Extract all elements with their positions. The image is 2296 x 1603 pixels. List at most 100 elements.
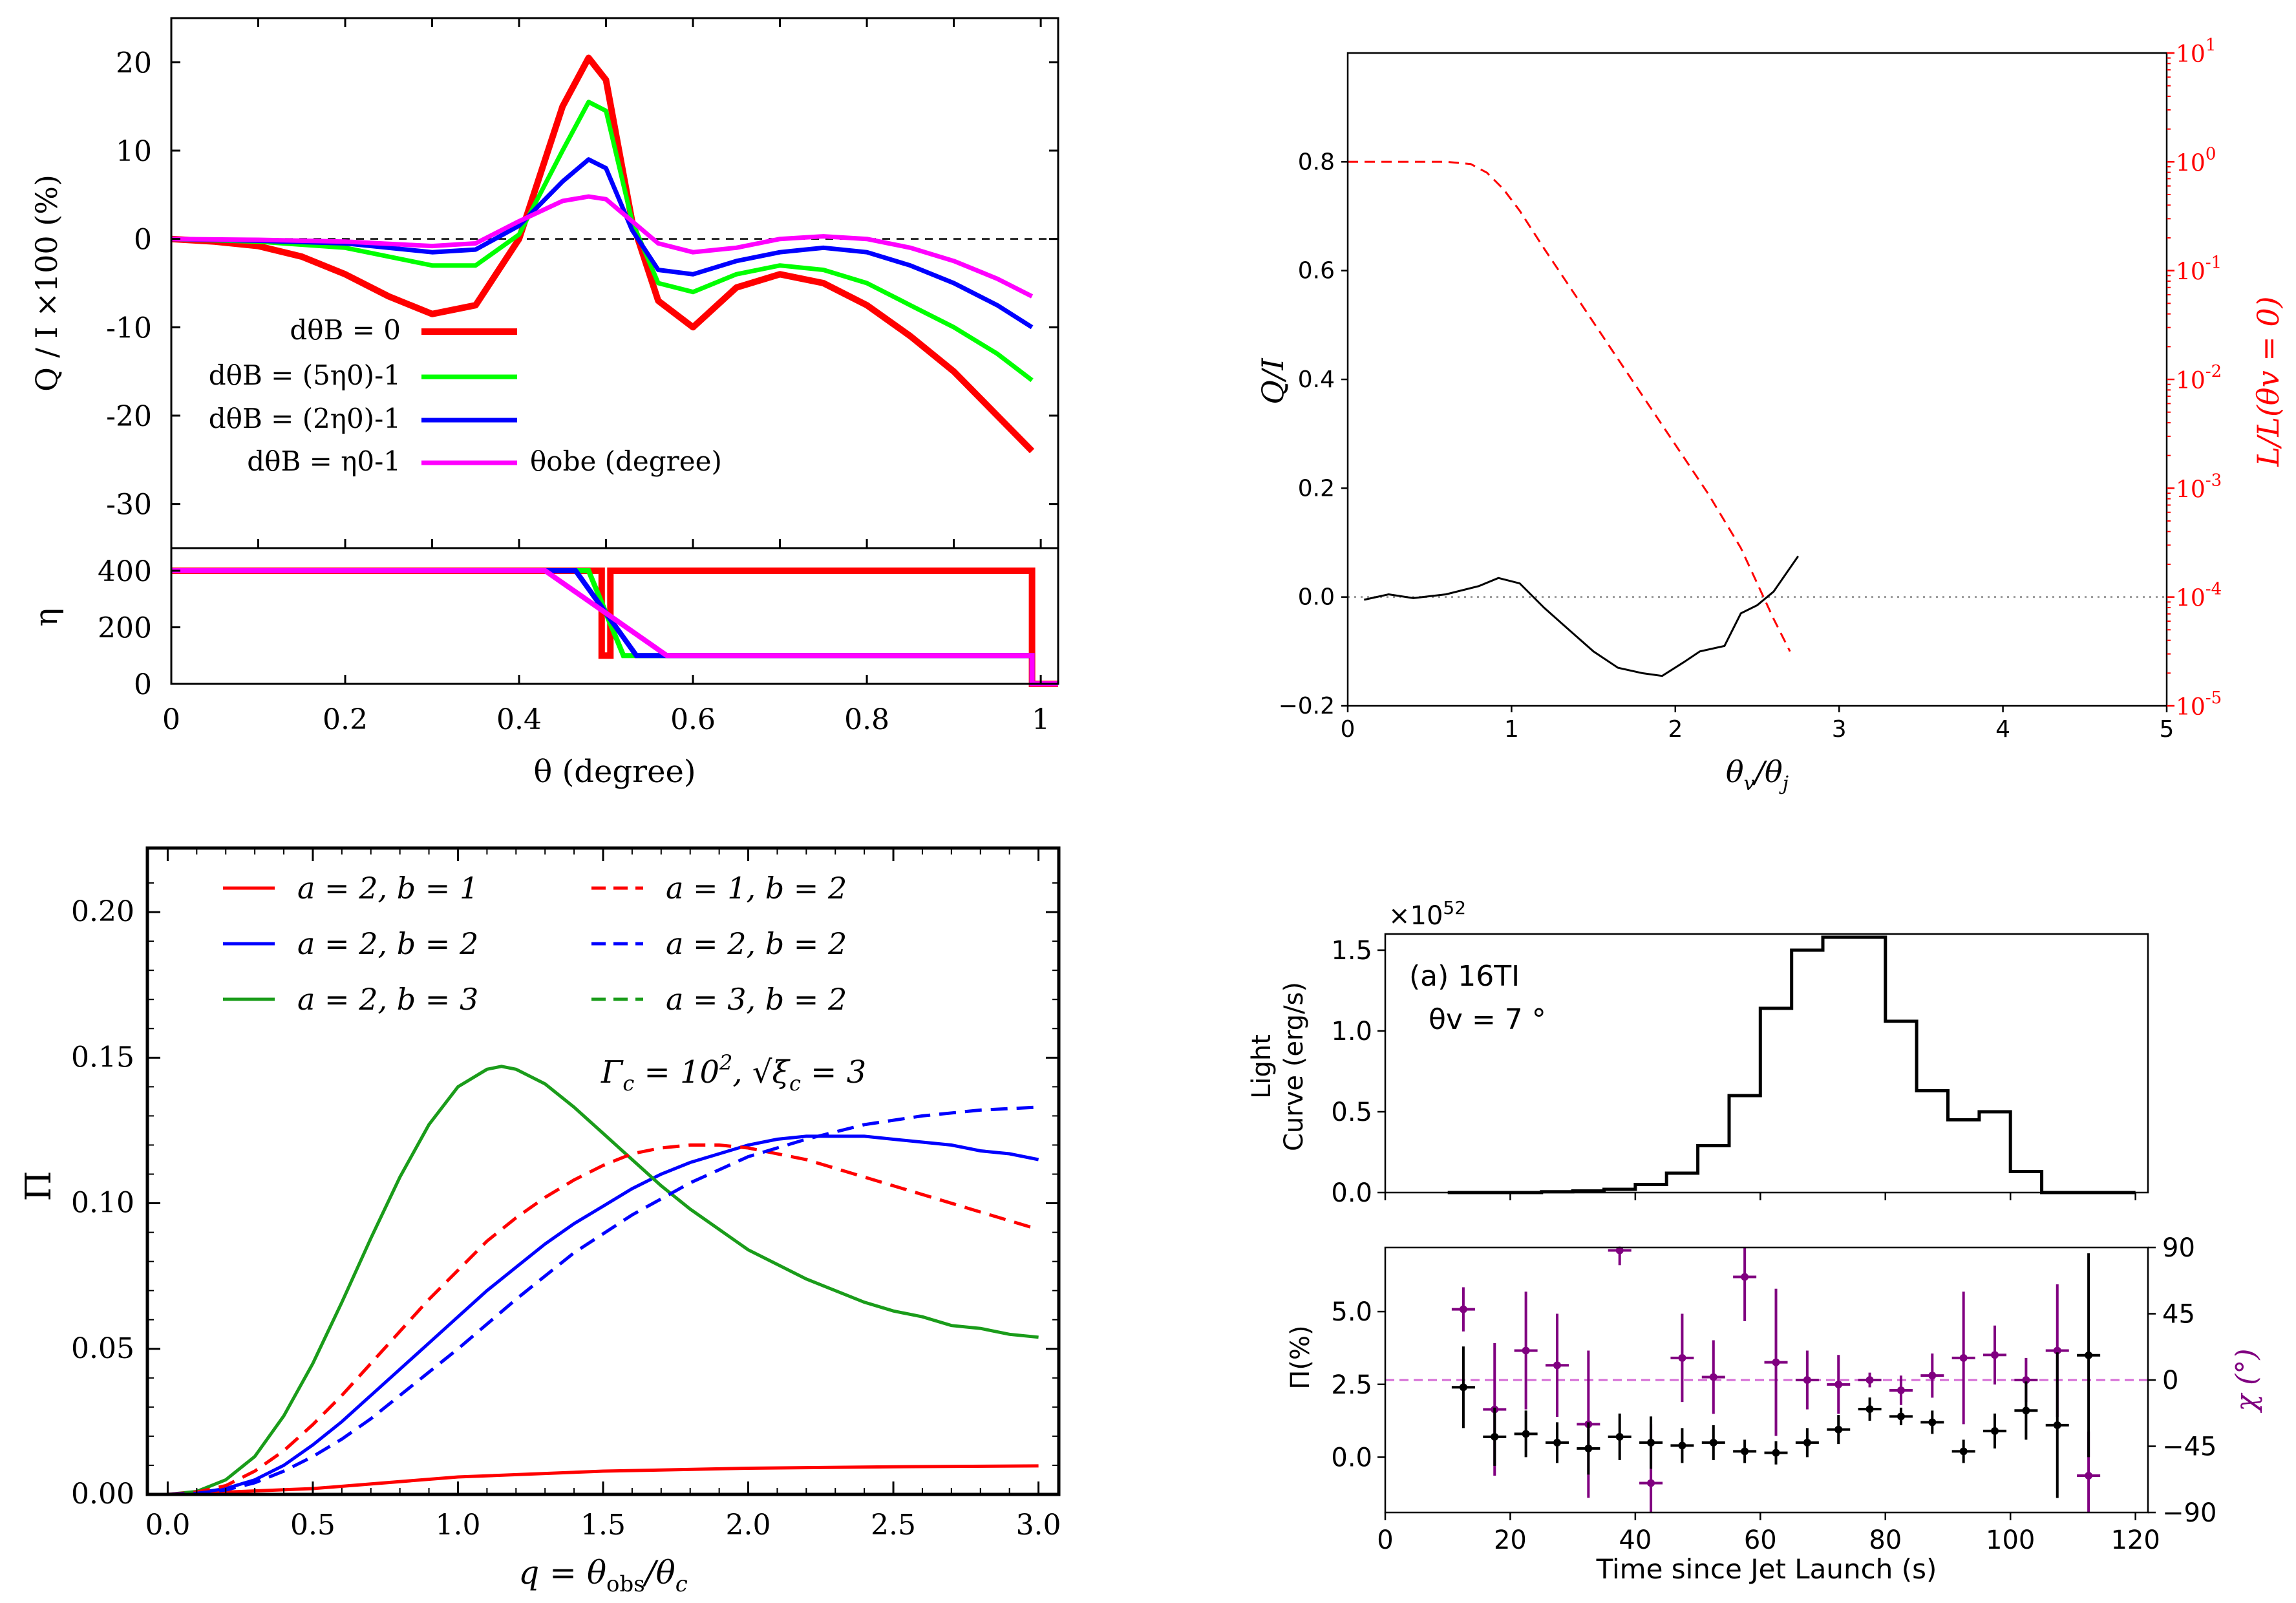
y-axis-label: Q / I ×100 (%) — [29, 175, 64, 392]
pi-point — [1459, 1383, 1467, 1392]
x-tick-label: 0.4 — [496, 703, 542, 736]
x-tick-label: 0.8 — [844, 703, 889, 736]
y-tick-label-right: 0 — [2162, 1366, 2178, 1396]
chi-point — [1709, 1373, 1717, 1381]
annotation: Γc = 102, √ξc = 3 — [601, 1050, 866, 1096]
x-tick-label: 40 — [1619, 1525, 1652, 1555]
chi-point — [1741, 1273, 1749, 1281]
x-axis-label: θ (degree) — [533, 754, 696, 790]
pi-point — [1834, 1425, 1843, 1434]
y-axis-label: Light — [1247, 1034, 1277, 1099]
pi-point — [1803, 1438, 1811, 1447]
y-tick-exponent: 1 — [2206, 36, 2216, 55]
y-tick-label: 0.05 — [71, 1332, 134, 1365]
y-tick-label: -20 — [106, 400, 152, 433]
x-tick-label: 60 — [1744, 1525, 1777, 1555]
y-tick-label: 0.0 — [1331, 1443, 1372, 1472]
plot-frame — [170, 547, 1059, 685]
y-tick-label-right: 10-5 — [2176, 688, 2222, 721]
x-tick-label: 2.0 — [726, 1509, 771, 1542]
y-tick-label: 10 — [116, 135, 152, 168]
chi-point — [1522, 1346, 1530, 1355]
chi-point — [1459, 1305, 1467, 1313]
x-tick-label: 0.6 — [670, 703, 716, 736]
pi-point — [1553, 1438, 1561, 1447]
y-tick-label: 0.2 — [1298, 475, 1335, 502]
chi-point — [1991, 1351, 1999, 1359]
y-tick-exponent: -5 — [2206, 688, 2222, 708]
y-tick-label: -30 — [106, 489, 152, 522]
series-line — [171, 157, 1034, 330]
x-tick-label: 0.5 — [290, 1509, 335, 1542]
y-tick-label: 5.0 — [1331, 1297, 1372, 1327]
legend-label: a = 3, b = 2 — [666, 982, 847, 1017]
chi-point — [1615, 1246, 1624, 1255]
y-axis-label: η — [28, 608, 65, 627]
y-tick-label: 1.5 — [1331, 936, 1372, 966]
pi-point — [1491, 1432, 1499, 1441]
pi-point — [1772, 1449, 1780, 1457]
y-tick-label: 0.00 — [71, 1478, 134, 1511]
y-tick-label: 1.0 — [1331, 1017, 1372, 1046]
y-tick-label: 2.5 — [1331, 1370, 1372, 1400]
y-tick-label: 0.0 — [1298, 584, 1335, 611]
chi-point — [2053, 1346, 2061, 1355]
pi-point — [1741, 1447, 1749, 1456]
series-line — [171, 54, 1035, 454]
series-line — [167, 1105, 1039, 1496]
x-tick-label: 100 — [1986, 1525, 2035, 1555]
y-tick-exponent: -1 — [2206, 253, 2222, 273]
chi-point — [1647, 1479, 1655, 1487]
x-tick-label: 2.5 — [871, 1509, 916, 1542]
y-axis-label: Q/I — [1255, 357, 1290, 404]
y-tick-label: −0.2 — [1279, 693, 1335, 719]
y-tick-label: 0 — [134, 668, 152, 701]
y-tick-label-right: −90 — [2162, 1498, 2216, 1528]
y-tick-exponent: -4 — [2206, 580, 2222, 599]
y-axis-label: Π — [18, 1171, 59, 1201]
annotation: θv = 7 ° — [1429, 1003, 1546, 1036]
y-tick-label: 0.6 — [1298, 258, 1335, 284]
light-curve-step — [1447, 935, 2136, 1194]
legend-label: a = 1, b = 2 — [666, 871, 847, 906]
y-tick-label-right: 10-2 — [2176, 362, 2222, 394]
y-tick-exponent: 0 — [2206, 144, 2216, 164]
y-tick-label: 200 — [98, 612, 152, 645]
chi-point — [1553, 1361, 1561, 1370]
chi-point — [1678, 1354, 1686, 1362]
x-tick-label: 3.0 — [1016, 1509, 1061, 1542]
pi-point — [1928, 1418, 1937, 1427]
y-tick-label-right: 100 — [2176, 144, 2216, 176]
pi-point — [2085, 1351, 2093, 1359]
x-tick-label: 3 — [1832, 716, 1847, 743]
x-tick-label: 0.2 — [323, 703, 368, 736]
legend-label: a = 2, b = 2 — [297, 926, 478, 961]
series-line — [171, 194, 1034, 299]
x-axis-label: θv/θj — [1726, 754, 1789, 795]
y-tick-label: 0.10 — [71, 1187, 134, 1220]
axis-note: θobe (degree) — [530, 445, 722, 477]
y-tick-label: 0.5 — [1331, 1098, 1372, 1127]
pi-point — [1959, 1447, 1968, 1456]
y-axis-label: Curve (erg/s) — [1279, 982, 1309, 1151]
exponent-label: ×1052 — [1388, 897, 1466, 931]
x-tick-label: 80 — [1869, 1525, 1902, 1555]
y-tick-exponent: -2 — [2206, 362, 2222, 381]
y-tick-label: 20 — [116, 47, 152, 80]
pi-point — [1584, 1444, 1593, 1452]
x-tick-label: 120 — [2110, 1525, 2160, 1555]
legend-label: a = 2, b = 1 — [297, 871, 478, 906]
x-tick-label: 0.0 — [145, 1509, 190, 1542]
y-tick-label: 0.4 — [1298, 366, 1335, 393]
series-line — [1363, 555, 1800, 677]
y-tick-label: 0 — [134, 224, 152, 257]
pi-point — [1709, 1438, 1717, 1447]
y-tick-label-right: 10-1 — [2176, 253, 2222, 286]
x-tick-label: 0 — [162, 703, 180, 736]
pi-point — [1615, 1432, 1624, 1441]
chi-point — [1834, 1380, 1843, 1388]
pi-point — [2053, 1421, 2061, 1429]
y-axis-label-right: L/L(θv = 0) — [2251, 296, 2286, 467]
y-tick-label-right: 90 — [2162, 1233, 2195, 1263]
